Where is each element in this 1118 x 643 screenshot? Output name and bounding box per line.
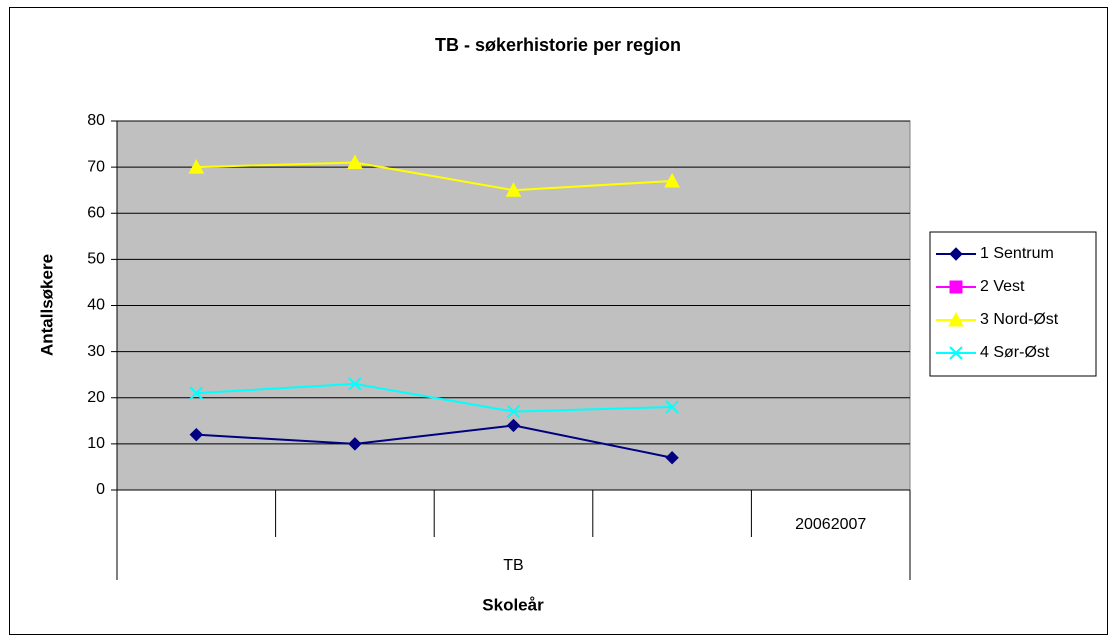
y-tick-label: 30	[87, 343, 105, 360]
series-line	[196, 424, 673, 459]
legend-label: 3 Nord-Øst	[980, 311, 1059, 328]
data-point	[664, 172, 680, 188]
data-point	[348, 377, 362, 391]
y-tick-label: 40	[87, 297, 105, 314]
y-tick-label: 0	[96, 481, 105, 498]
y-tick-label: 70	[87, 158, 105, 175]
y-tick-label: 20	[87, 389, 105, 406]
y-tick-label: 10	[87, 435, 105, 452]
data-point	[665, 451, 679, 465]
data-point	[348, 437, 362, 451]
legend-marker	[949, 247, 963, 261]
data-point	[189, 427, 204, 442]
y-axis-label: Antallsøkere	[37, 254, 56, 356]
series-line	[196, 382, 673, 413]
y-tick-label: 60	[87, 204, 105, 221]
x-group-label: TB	[503, 557, 523, 574]
data-point	[665, 400, 679, 414]
y-tick-label: 80	[87, 112, 105, 129]
chart-title: TB - søkerhistorie per region	[435, 35, 681, 55]
data-point	[189, 386, 204, 400]
x-axis-label: Skoleår	[482, 595, 544, 614]
data-point	[506, 404, 521, 419]
data-point	[347, 154, 363, 170]
legend-marker	[949, 280, 963, 294]
legend-label: 4 Sør-Øst	[980, 344, 1050, 361]
legend-label: 2 Vest	[980, 278, 1025, 295]
data-point	[506, 418, 521, 433]
legend-marker	[949, 346, 963, 360]
data-point	[188, 159, 205, 174]
y-tick-label: 50	[87, 251, 105, 268]
data-point	[505, 182, 522, 197]
series-line	[196, 161, 673, 192]
x-tick-label: 20062007	[795, 516, 866, 533]
legend-marker	[948, 311, 964, 327]
legend-label: 1 Sentrum	[980, 245, 1054, 262]
